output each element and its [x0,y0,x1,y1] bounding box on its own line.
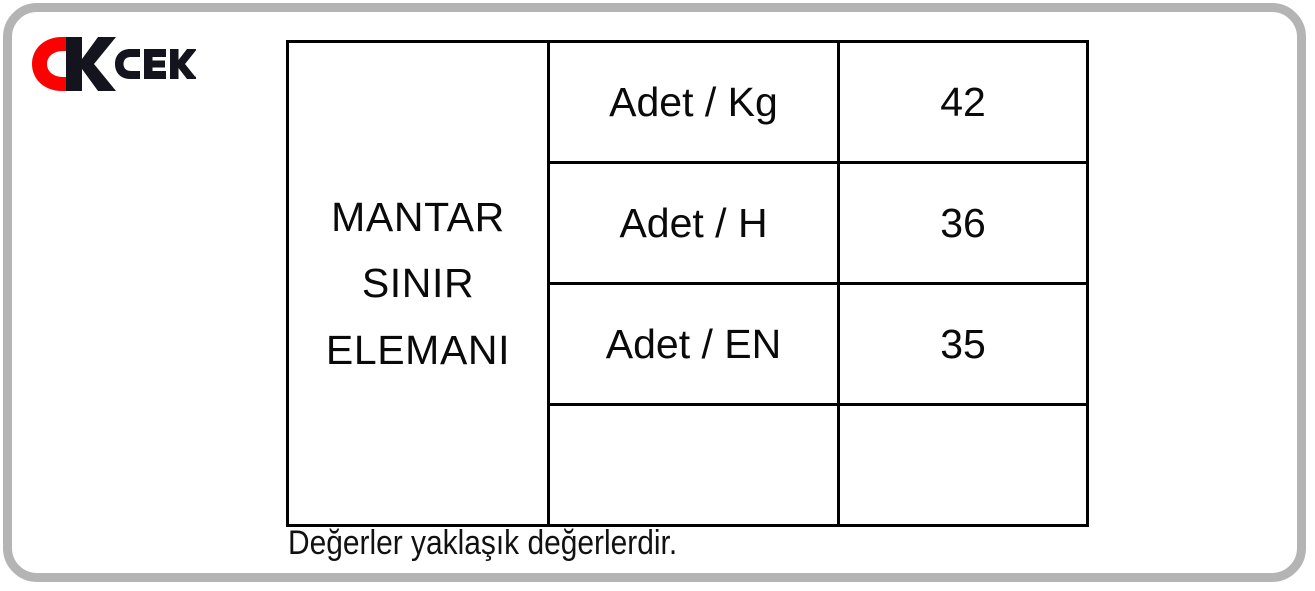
metric-cell: Adet / EN [547,282,840,406]
metric-cell: Adet / H [547,161,840,285]
logo-k-shape [66,37,116,91]
value-cell [837,403,1089,527]
ceka-logo [26,34,196,94]
metric-cell: Adet / Kg [547,40,840,164]
logo-wordmark [115,49,196,79]
value-cell: 42 [837,40,1089,164]
approximate-values-note: Değerler yaklaşık değerlerdir. [288,524,678,562]
table-row [288,403,1089,527]
metric-cell [547,403,840,527]
ceka-logo-icon [32,37,196,91]
logo-a-shape [195,75,196,79]
product-label-line-3: ELEMANI [325,326,511,373]
value-cell: 35 [837,282,1089,406]
table-row: Adet / H 36 [288,161,1089,285]
table-row: MANTAR SINIR ELEMANI Adet / Kg 42 [286,40,1089,527]
table-row: Adet / EN 35 [288,282,1089,406]
product-label-line-1: MANTAR [331,193,505,240]
product-spec-card: MANTAR SINIR ELEMANI Adet / Kg 42 Adet /… [3,3,1306,582]
product-label-cell: MANTAR SINIR ELEMANI [286,40,550,527]
value-cell: 36 [837,161,1089,285]
product-label-line-2: SINIR [361,260,475,307]
specification-table: MANTAR SINIR ELEMANI Adet / Kg 42 Adet /… [286,40,1089,527]
